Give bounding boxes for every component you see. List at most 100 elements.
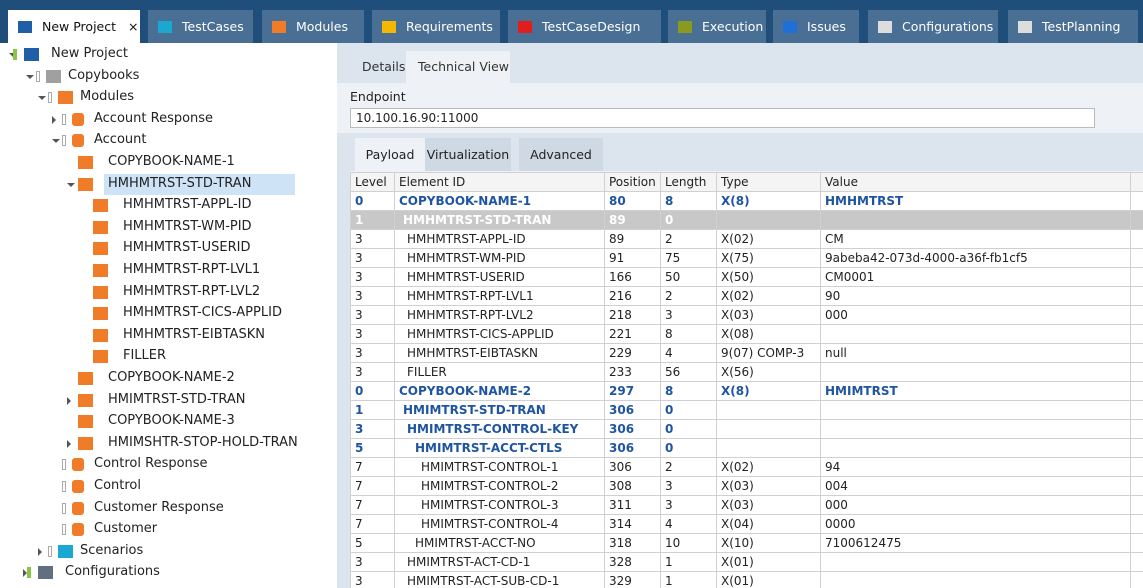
tree-expander[interactable] — [67, 183, 75, 191]
table-row[interactable]: 3HMHMTRST-USERID16650X(50)CM0001 — [351, 268, 1143, 287]
tree-node[interactable]: COPYBOOK-NAME-3 — [108, 411, 235, 431]
tab[interactable]: Requirements — [372, 10, 500, 43]
tree-node[interactable]: HMHMTRST-RPT-LVL1 — [123, 260, 260, 280]
table-cell: 7 — [351, 515, 395, 534]
tree-icon — [93, 264, 108, 277]
sub-tab[interactable]: Virtualization — [425, 138, 511, 171]
tree-node[interactable]: Scenarios — [80, 541, 143, 561]
tree-node[interactable]: HMHMTRST-APPL-ID — [123, 195, 251, 215]
tab[interactable]: Execution — [668, 10, 766, 43]
table-cell: 3 — [351, 230, 395, 249]
table-row[interactable]: 7HMIMTRST-CONTROL-43144X(04)0000 — [351, 515, 1143, 534]
tree-checkbox — [62, 481, 66, 492]
tree-node[interactable]: HMHMTRST-RPT-LVL2 — [123, 282, 260, 302]
table-row[interactable]: 3HMHMTRST-APPL-ID892X(02)CM — [351, 230, 1143, 249]
tree-expander[interactable] — [52, 139, 60, 147]
table-cell: 3 — [661, 496, 717, 515]
tree-node[interactable]: Configurations — [65, 562, 160, 582]
table-row[interactable]: 7HMIMTRST-CONTROL-13062X(02)94 — [351, 458, 1143, 477]
tree-node[interactable]: HMIMTRST-STD-TRAN — [108, 390, 245, 410]
tree-node[interactable]: HMHMTRST-EIBTASKN — [123, 325, 265, 345]
tree-node[interactable]: New Project — [51, 44, 128, 64]
table-row[interactable]: 5HMIMTRST-ACCT-CTLS3060 — [351, 439, 1143, 458]
table-row[interactable]: 0COPYBOOK-NAME-22978X(8)HMIMTRST — [351, 382, 1143, 401]
table-cell: CM — [821, 230, 1131, 249]
tree-node[interactable]: Account — [94, 130, 147, 150]
tree-node[interactable]: Customer Response — [94, 498, 224, 518]
sub-tab[interactable]: Payload — [355, 138, 425, 171]
table-cell: X(02) — [717, 287, 821, 306]
table-cell: 1 — [661, 572, 717, 588]
table-row[interactable]: 3HMHMTRST-EIBTASKN22949(07) COMP-3null — [351, 344, 1143, 363]
table-cell: 3 — [661, 477, 717, 496]
tree-node[interactable]: HMHMTRST-CICS-APPLID — [123, 303, 282, 323]
tree-node[interactable]: COPYBOOK-NAME-2 — [108, 368, 235, 388]
table-cell: 229 — [605, 344, 661, 363]
table-cell: 306 — [605, 439, 661, 458]
table-cell — [1131, 477, 1143, 496]
table-row[interactable]: 1HMHMTRST-STD-TRAN890 — [351, 211, 1143, 230]
tree-node[interactable]: Modules — [80, 87, 134, 107]
tree-node[interactable]: HMIMSHTR-STOP-HOLD-TRAN — [108, 433, 298, 453]
table-cell: 3 — [661, 306, 717, 325]
table-cell: 4 — [661, 344, 717, 363]
tab[interactable]: New Project× — [8, 10, 140, 43]
detail-tab[interactable]: Technical View — [406, 51, 510, 83]
table-row[interactable]: 3HMIMTRST-ACT-SUB-CD-13291X(01) — [351, 572, 1143, 588]
endpoint-input[interactable]: 10.100.16.90:11000 — [350, 108, 1095, 128]
header-row: LevelElement IDPositionLengthTypeValue — [351, 173, 1143, 192]
tree-node[interactable]: Copybooks — [68, 66, 139, 86]
tab[interactable]: TestCaseDesign — [508, 10, 661, 43]
table-row[interactable]: 3HMIMTRST-ACT-CD-13281X(01) — [351, 553, 1143, 572]
table-cell: FILLER — [395, 363, 605, 382]
tree-node[interactable]: Customer — [94, 519, 157, 539]
table-cell: 0 — [661, 401, 717, 420]
sub-tab[interactable]: Advanced — [519, 138, 603, 171]
table-cell — [821, 325, 1131, 344]
tree-expander[interactable] — [52, 116, 60, 124]
table-cell: X(8) — [717, 382, 821, 401]
tab[interactable]: Issues — [773, 10, 859, 43]
table-row[interactable]: 3FILLER23356X(56) — [351, 363, 1143, 382]
tab-icon — [272, 21, 286, 33]
table-row[interactable]: 3HMHMTRST-WM-PID9175X(75)9abeba42-073d-4… — [351, 249, 1143, 268]
detail-tab[interactable]: Details — [350, 51, 398, 83]
table-row[interactable]: 3HMHMTRST-CICS-APPLID2218X(08) — [351, 325, 1143, 344]
table-cell: HMHMTRST-APPL-ID — [395, 230, 605, 249]
column-header: Position — [605, 173, 661, 192]
tab-close[interactable]: × — [128, 19, 138, 34]
tree-icon — [72, 113, 84, 126]
table-row[interactable]: 1HMIMTRST-STD-TRAN3060 — [351, 401, 1143, 420]
table-cell — [1131, 515, 1143, 534]
tree-node[interactable]: HMHMTRST-STD-TRAN — [108, 174, 251, 194]
tree-expander[interactable] — [67, 397, 75, 405]
table-row[interactable]: 3HMHMTRST-RPT-LVL12162X(02)90 — [351, 287, 1143, 306]
table-row[interactable]: 7HMIMTRST-CONTROL-33113X(03)000 — [351, 496, 1143, 515]
tab[interactable]: Configurations — [868, 10, 998, 43]
table-cell: HMIMTRST-CONTROL-KEY — [395, 420, 605, 439]
table-cell: 004 — [821, 477, 1131, 496]
table-row[interactable]: 5HMIMTRST-ACCT-NO31810X(10)7100612475 — [351, 534, 1143, 553]
table-row[interactable]: 3HMHMTRST-RPT-LVL22183X(03)000 — [351, 306, 1143, 325]
tree-node[interactable]: COPYBOOK-NAME-1 — [108, 152, 235, 172]
tree-node[interactable]: FILLER — [123, 346, 166, 366]
table-row[interactable]: 3HMIMTRST-CONTROL-KEY3060 — [351, 420, 1143, 439]
table-row[interactable]: 7HMIMTRST-CONTROL-23083X(03)004 — [351, 477, 1143, 496]
tree-expander[interactable] — [38, 96, 46, 104]
tree-expander[interactable] — [26, 75, 34, 83]
tree-icon — [93, 242, 108, 255]
tab-icon — [783, 21, 797, 33]
tab[interactable]: TestPlanning — [1008, 10, 1138, 43]
tab[interactable]: TestCases — [148, 10, 253, 43]
table-cell: COPYBOOK-NAME-2 — [395, 382, 605, 401]
tree-expander[interactable] — [67, 440, 75, 448]
tree-node[interactable]: Control Response — [94, 454, 208, 474]
table-cell: 1 — [351, 401, 395, 420]
tree-node[interactable]: Account Response — [94, 109, 213, 129]
tree-node[interactable]: HMHMTRST-WM-PID — [123, 217, 252, 237]
tree-node[interactable]: HMHMTRST-USERID — [123, 238, 251, 258]
tree-node[interactable]: Control — [94, 476, 141, 496]
table-row[interactable]: 0COPYBOOK-NAME-1808X(8)HMHMTRST — [351, 192, 1143, 211]
tab[interactable]: Modules — [262, 10, 364, 43]
tree-expander[interactable] — [38, 548, 46, 556]
